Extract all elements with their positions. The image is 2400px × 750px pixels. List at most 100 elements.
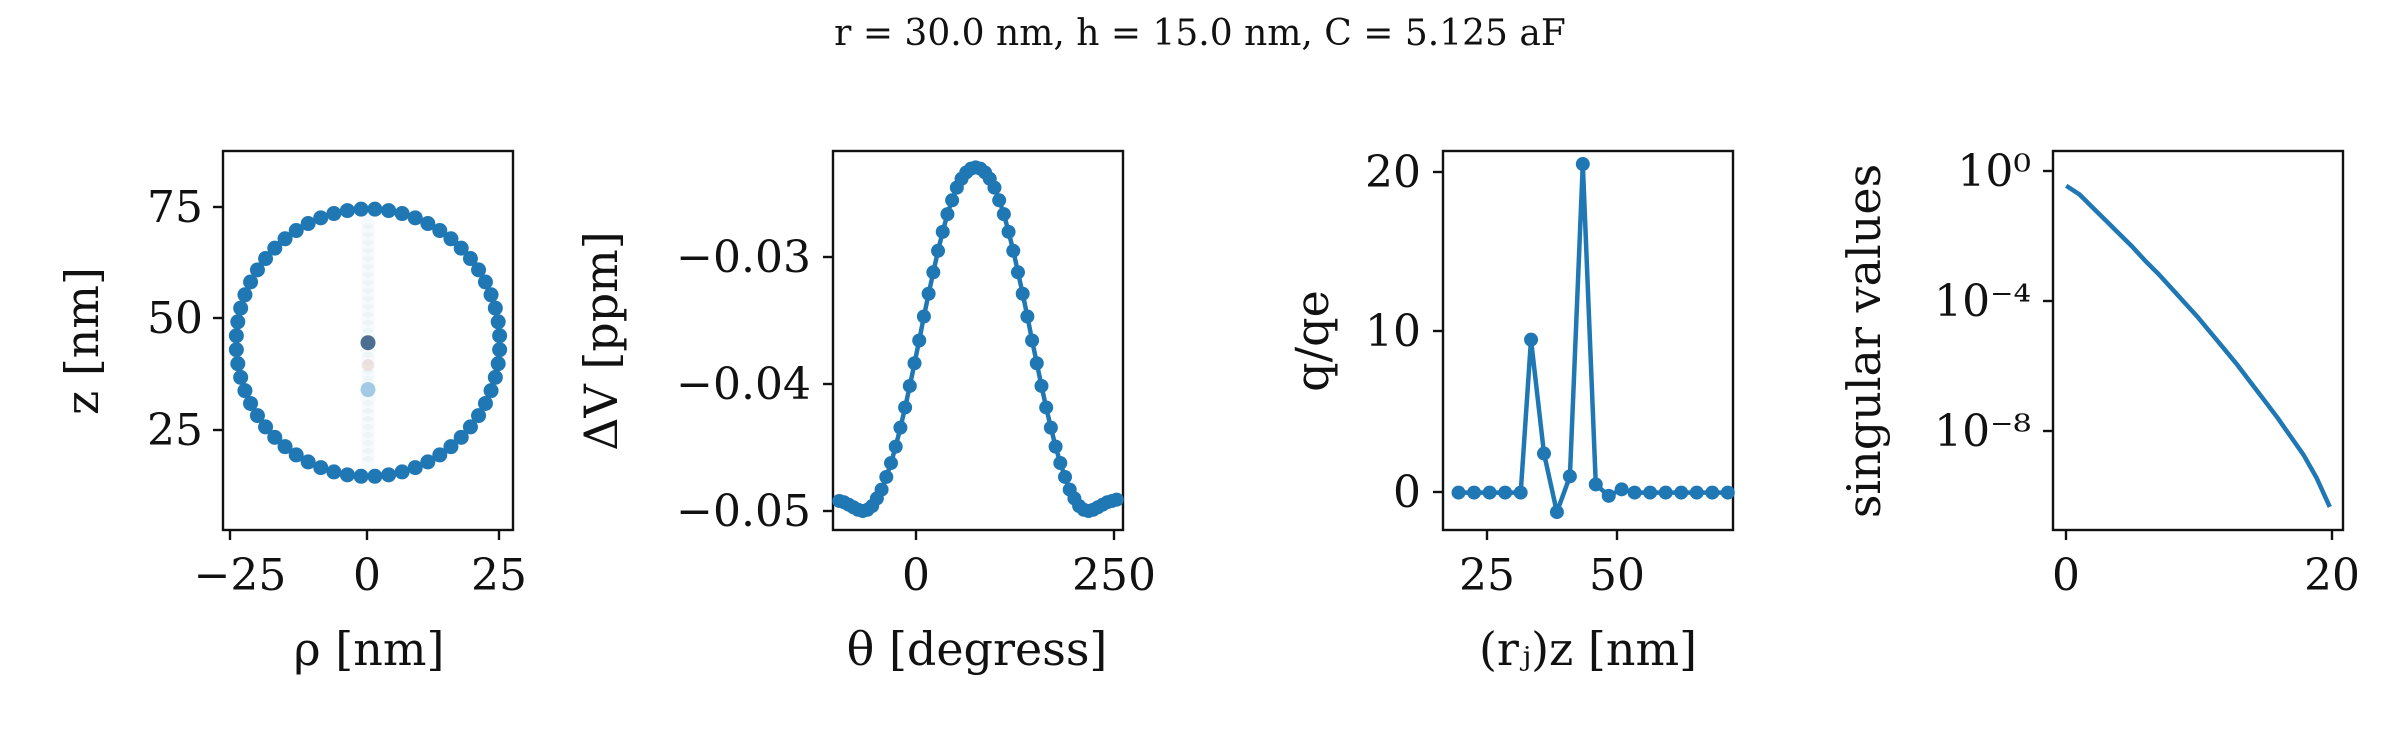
- panel-3-point: [1705, 485, 1720, 500]
- panel-1-xtick-label: 0: [353, 550, 381, 601]
- panel-1-point: [420, 454, 436, 470]
- panel-1-point: [367, 468, 383, 484]
- panel-2-point: [987, 180, 1002, 195]
- panel-1-point: [471, 408, 487, 424]
- panel-1-point: [490, 314, 506, 330]
- panel-4-frame: [2051, 149, 2345, 532]
- panel-1-point: [233, 369, 249, 385]
- panel-2-point: [874, 482, 889, 497]
- panel-2-point: [893, 420, 908, 435]
- panel-3-point: [1524, 332, 1539, 347]
- panel-1-point: [490, 356, 506, 372]
- panel-2-series-line: [838, 165, 1118, 514]
- panel-1-faint-point: [361, 239, 375, 254]
- panel-1: −25 0 25 25 50 75 ρ [nm] z [nm]: [55, 149, 527, 676]
- panel-1-inner-point: [360, 335, 376, 351]
- panel-1-point: [471, 262, 487, 278]
- panel-1-faint-point: [361, 223, 375, 238]
- panel-1-xtick-label: 25: [471, 550, 527, 601]
- panel-3-point: [1689, 485, 1704, 500]
- panel-2-point: [1048, 439, 1063, 454]
- panel-3-xtick-label: 50: [1589, 550, 1645, 601]
- panel-3-point: [1601, 488, 1616, 503]
- panel-1-point: [367, 201, 383, 217]
- panel-1-point: [288, 447, 304, 463]
- panel-4: 0 20 10⁰ 10⁻⁴ 10⁻⁸ singular values: [1837, 146, 2360, 601]
- panel-1-xtick-label: −25: [194, 550, 287, 601]
- panel-1-faint-point: [361, 432, 375, 447]
- panel-2-point: [916, 309, 931, 324]
- panel-1-point: [443, 439, 459, 455]
- panel-1-point: [228, 328, 244, 344]
- panel-2-point: [1006, 243, 1021, 258]
- panel-1-point: [432, 447, 448, 463]
- panel-2-point: [1015, 286, 1030, 301]
- panel-1-point: [230, 314, 246, 330]
- panel-1-faint-point: [361, 231, 375, 246]
- panel-2-frame: [831, 149, 1125, 532]
- panel-2-point: [902, 378, 917, 393]
- panel-1-point: [353, 201, 369, 217]
- panel-3-point: [1575, 157, 1590, 172]
- panel-1-point: [230, 356, 246, 372]
- panel-1-faint-point: [361, 311, 375, 326]
- panel-1-faint-point: [361, 215, 375, 230]
- panel-1-faint-point: [361, 279, 375, 294]
- panel-1-point: [339, 203, 355, 219]
- panel-2-point: [888, 439, 903, 454]
- panel-2-point: [1020, 309, 1035, 324]
- panel-2-point: [1043, 420, 1058, 435]
- panel-1-point: [267, 429, 283, 445]
- panel-2-point: [921, 286, 936, 301]
- panel-1-point: [443, 231, 459, 247]
- panel-3-point: [1498, 485, 1513, 500]
- panel-1-point: [300, 454, 316, 470]
- panel-1-point: [453, 240, 469, 256]
- panel-2-point: [912, 333, 927, 348]
- panel-2-marks: [832, 160, 1124, 519]
- panel-1-faint-point: [361, 255, 375, 270]
- panel-1-marks: [228, 201, 508, 484]
- panel-1-faint-point: [361, 295, 375, 310]
- panel-4-ytick-label: 10⁻⁴: [1934, 276, 2031, 327]
- panel-2-point: [907, 356, 922, 371]
- panel-3-point: [1482, 485, 1497, 500]
- panel-2-point: [931, 243, 946, 258]
- panel-3-point: [1614, 482, 1629, 497]
- panel-4-ytick-label: 10⁰: [1957, 146, 2031, 197]
- panel-1-point: [258, 251, 274, 267]
- panel-2-point: [884, 456, 898, 471]
- panel-1-faint-point: [361, 287, 375, 302]
- panel-2-ytick-label: −0.05: [676, 486, 811, 537]
- panel-1-point: [243, 395, 259, 411]
- panel-3-ytick-label: 10: [1365, 306, 1421, 357]
- panel-3: 25 50 0 10 20 (rⱼ)z [nm] q/qe: [1285, 147, 1735, 676]
- panel-2-xlabel: θ [degress]: [847, 622, 1108, 676]
- panel-1-point: [237, 287, 253, 303]
- panel-1-faint-point: [361, 271, 375, 286]
- panel-2-point: [1001, 224, 1016, 239]
- panel-1-point: [394, 206, 410, 222]
- panel-1-faint-point: [361, 424, 375, 439]
- panel-2: 0 250 −0.03 −0.04 −0.05 θ [degress] ΔV […: [574, 149, 1156, 676]
- panel-2-point: [1058, 469, 1072, 484]
- panel-1-point: [483, 287, 499, 303]
- panel-3-point: [1451, 485, 1466, 500]
- panel-2-point: [940, 207, 955, 222]
- panel-1-faint-point: [361, 440, 375, 455]
- panel-3-point: [1674, 485, 1689, 500]
- panel-4-marks: [2064, 183, 2332, 508]
- panel-3-point: [1627, 485, 1642, 500]
- panel-1-point: [249, 262, 265, 278]
- panel-2-point: [945, 193, 960, 208]
- panel-3-xlabel: (rⱼ)z [nm]: [1479, 622, 1697, 676]
- panel-3-xtick-label: 25: [1459, 550, 1515, 601]
- panel-2-point: [1025, 333, 1040, 348]
- panel-1-point: [483, 383, 499, 399]
- panel-1-faint-point: [361, 303, 375, 318]
- panel-1-point: [237, 383, 253, 399]
- panel-1-point: [313, 460, 329, 476]
- panel-2-point: [992, 193, 1007, 208]
- panel-2-point: [1053, 456, 1068, 471]
